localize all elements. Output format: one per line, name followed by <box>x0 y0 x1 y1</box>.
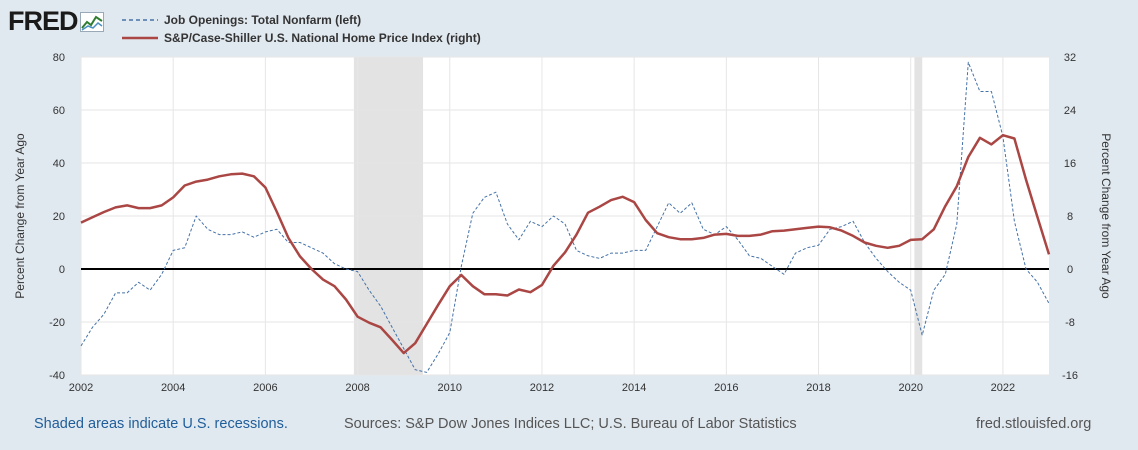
y-right-tick-label: 0 <box>1067 264 1073 276</box>
y-right-axis-title: Percent Change from Year Ago <box>1099 133 1113 299</box>
x-tick-label: 2002 <box>69 382 93 394</box>
x-tick-label: 2012 <box>530 382 554 394</box>
y-right-tick-label: 32 <box>1064 52 1076 64</box>
x-tick-label: 2014 <box>622 382 646 394</box>
legend-solid-line-icon <box>122 36 158 40</box>
fred-graph-icon <box>79 11 104 32</box>
site-link[interactable]: fred.stlouisfed.org <box>976 416 1092 432</box>
y-left-axis-title: Percent Change from Year Ago <box>13 133 27 299</box>
y-right-tick-label: 16 <box>1064 158 1076 170</box>
y-left-tick-label: 60 <box>53 105 65 117</box>
y-left-tick-label: -40 <box>49 370 65 382</box>
x-tick-label: 2022 <box>991 382 1015 394</box>
y-right-tick-label: 24 <box>1064 105 1076 117</box>
x-tick-label: 2018 <box>806 382 830 394</box>
x-tick-label: 2020 <box>898 382 922 394</box>
y-left-tick-label: -20 <box>49 317 65 329</box>
series-line-home-price-index <box>80 133 1051 355</box>
y-right-tick-label: 8 <box>1067 211 1073 223</box>
y-left-tick-label: 20 <box>53 211 65 223</box>
y-left-tick-label: 0 <box>59 264 65 276</box>
legend-item-job-openings[interactable]: Job Openings: Total Nonfarm (left) <box>122 11 481 29</box>
series-line-job-openings <box>80 61 1050 373</box>
x-tick-label: 2016 <box>714 382 738 394</box>
x-tick-label: 2006 <box>253 382 277 394</box>
legend-item-home-price[interactable]: S&P/Case-Shiller U.S. National Home Pric… <box>122 29 481 47</box>
y-right-tick-label: -16 <box>1062 370 1078 382</box>
y-left-tick-label: 40 <box>53 158 65 170</box>
x-tick-label: 2010 <box>438 382 462 394</box>
y-right-tick-label: -8 <box>1065 317 1075 329</box>
legend-label-job-openings: Job Openings: Total Nonfarm (left) <box>164 13 362 27</box>
recession-note: Shaded areas indicate U.S. recessions. <box>34 416 288 432</box>
fred-logo[interactable]: FRED <box>8 6 104 37</box>
fred-logo-text: FRED <box>8 6 78 36</box>
legend-dashed-line-icon <box>122 19 158 21</box>
chart-legend: Job Openings: Total Nonfarm (left) S&P/C… <box>122 11 481 47</box>
x-tick-label: 2004 <box>161 382 185 394</box>
x-tick-label: 2008 <box>345 382 369 394</box>
legend-label-home-price: S&P/Case-Shiller U.S. National Home Pric… <box>164 31 481 45</box>
sources-text: Sources: S&P Dow Jones Indices LLC; U.S.… <box>344 416 797 432</box>
y-left-tick-label: 80 <box>53 52 65 64</box>
